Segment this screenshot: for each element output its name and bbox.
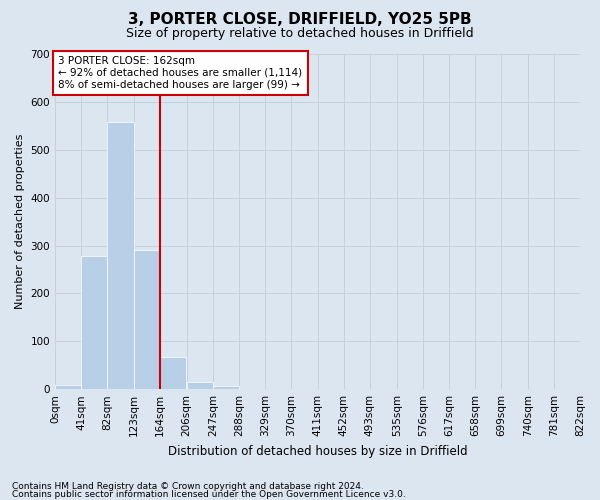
Y-axis label: Number of detached properties: Number of detached properties [15, 134, 25, 310]
Text: 3, PORTER CLOSE, DRIFFIELD, YO25 5PB: 3, PORTER CLOSE, DRIFFIELD, YO25 5PB [128, 12, 472, 28]
Text: 3 PORTER CLOSE: 162sqm
← 92% of detached houses are smaller (1,114)
8% of semi-d: 3 PORTER CLOSE: 162sqm ← 92% of detached… [58, 56, 302, 90]
Bar [160, 356, 186, 389]
Text: Size of property relative to detached houses in Driffield: Size of property relative to detached ho… [126, 28, 474, 40]
X-axis label: Distribution of detached houses by size in Driffield: Distribution of detached houses by size … [168, 444, 467, 458]
Bar [81, 256, 107, 389]
Bar [55, 386, 81, 389]
Bar [107, 122, 134, 389]
Text: Contains public sector information licensed under the Open Government Licence v3: Contains public sector information licen… [12, 490, 406, 499]
Bar [213, 386, 239, 389]
Bar [134, 250, 160, 389]
Text: Contains HM Land Registry data © Crown copyright and database right 2024.: Contains HM Land Registry data © Crown c… [12, 482, 364, 491]
Bar [187, 382, 213, 389]
